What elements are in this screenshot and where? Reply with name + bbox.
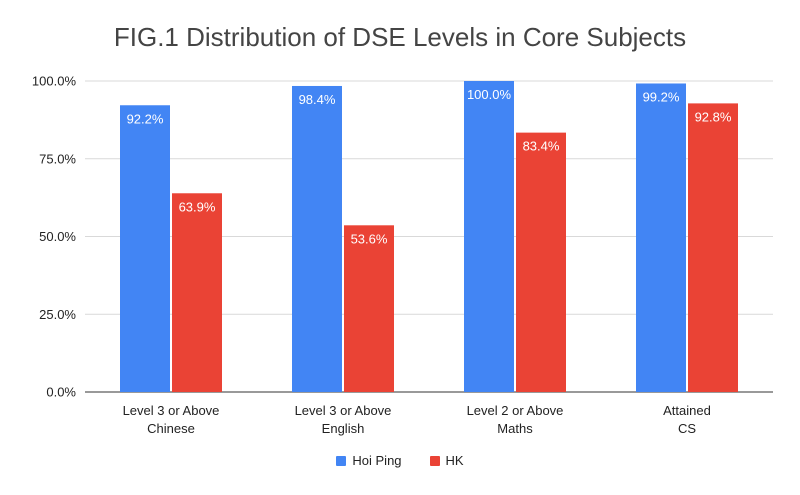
y-tick-label: 0.0% bbox=[46, 385, 76, 400]
bar-hoi-ping bbox=[120, 105, 170, 393]
legend: Hoi Ping HK bbox=[0, 453, 800, 468]
data-labels: 92.2% 63.9% 98.4% 53.6% 100.0% 83.4% 99.2% 92.8… bbox=[127, 87, 732, 246]
data-label: 99.2% bbox=[643, 89, 680, 104]
bar-hoi-ping bbox=[636, 83, 686, 392]
y-tick-label: 100.0% bbox=[32, 74, 77, 89]
x-tick-label: English bbox=[322, 421, 365, 436]
x-tick-label: Attained bbox=[663, 403, 711, 418]
data-label: 83.4% bbox=[523, 139, 560, 154]
x-tick-label: Level 3 or Above bbox=[123, 403, 220, 418]
legend-item: Hoi Ping bbox=[336, 453, 402, 468]
x-tick-label: Level 3 or Above bbox=[295, 403, 392, 418]
data-label: 92.8% bbox=[695, 109, 732, 124]
bar-hk bbox=[172, 193, 222, 392]
y-tick-label: 75.0% bbox=[39, 151, 76, 166]
legend-swatch bbox=[336, 455, 347, 466]
bar-hk bbox=[688, 103, 738, 392]
y-axis-labels: 0.0% 25.0% 50.0% 75.0% 100.0% bbox=[32, 74, 77, 400]
legend-label: Hoi Ping bbox=[352, 453, 402, 468]
chart-title: FIG.1 Distribution of DSE Levels in Core… bbox=[113, 22, 687, 52]
bar-hk bbox=[344, 225, 394, 392]
bars bbox=[120, 81, 738, 393]
x-axis-labels: Level 3 or Above Chinese Level 3 or Above E… bbox=[123, 403, 711, 436]
data-label: 98.4% bbox=[299, 92, 336, 107]
data-label: 92.2% bbox=[127, 111, 164, 126]
bar-hk bbox=[516, 132, 566, 392]
x-tick-label: CS bbox=[678, 421, 696, 436]
y-tick-label: 25.0% bbox=[39, 307, 76, 322]
legend-swatch bbox=[429, 455, 440, 466]
data-label: 63.9% bbox=[179, 199, 216, 214]
y-tick-label: 50.0% bbox=[39, 229, 76, 244]
data-label: 100.0% bbox=[467, 87, 512, 102]
bar-hoi-ping bbox=[292, 85, 342, 392]
legend-item: HK bbox=[429, 453, 464, 468]
data-label: 53.6% bbox=[351, 231, 388, 246]
x-tick-label: Maths bbox=[497, 421, 533, 436]
x-tick-label: Chinese bbox=[147, 421, 195, 436]
x-tick-label: Level 2 or Above bbox=[467, 403, 564, 418]
bar-hoi-ping bbox=[464, 81, 514, 392]
legend-label: HK bbox=[445, 453, 464, 468]
